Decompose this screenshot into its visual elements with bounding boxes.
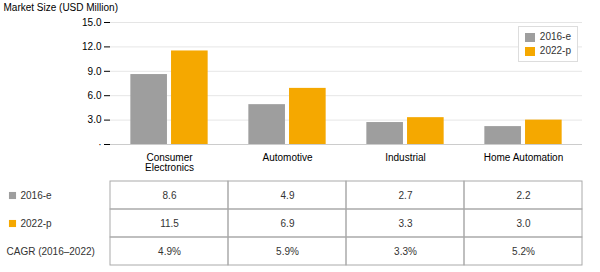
svg-text:Home Automation: Home Automation [484, 152, 564, 163]
svg-text:15.0: 15.0 [82, 17, 102, 28]
svg-text:3.3%: 3.3% [394, 246, 417, 257]
svg-text:6.9: 6.9 [281, 218, 295, 229]
svg-text:5.2%: 5.2% [512, 246, 535, 257]
svg-text:ConsumerElectronics: ConsumerElectronics [145, 152, 194, 173]
svg-text:4.9%: 4.9% [158, 246, 181, 257]
svg-text:3.0: 3.0 [517, 218, 531, 229]
svg-text:9.0: 9.0 [88, 66, 102, 77]
svg-text:CAGR (2016–2022): CAGR (2016–2022) [7, 246, 95, 257]
svg-text:12.0: 12.0 [82, 41, 102, 52]
svg-text:3.0: 3.0 [88, 114, 102, 125]
svg-text:2.2: 2.2 [517, 190, 531, 201]
svg-text:Market Size (USD Million): Market Size (USD Million) [4, 2, 118, 13]
svg-text:11.5: 11.5 [160, 218, 179, 229]
html-text:2016-e: 2016-e [539, 31, 571, 42]
svg-text:2022-p: 2022-p [21, 218, 53, 229]
svg-text:6.0: 6.0 [88, 90, 102, 101]
svg-text:·: · [98, 139, 101, 150]
svg-text:3.3: 3.3 [399, 218, 413, 229]
svg-text:Automotive: Automotive [262, 152, 312, 163]
svg-text:2.7: 2.7 [399, 190, 413, 201]
html-text:2022-p: 2022-p [539, 45, 571, 56]
svg-text:8.6: 8.6 [163, 190, 177, 201]
svg-text:5.9%: 5.9% [276, 246, 299, 257]
svg-text:4.9: 4.9 [281, 190, 295, 201]
svg-text:Industrial: Industrial [385, 152, 426, 163]
svg-text:2016-e: 2016-e [21, 190, 53, 201]
